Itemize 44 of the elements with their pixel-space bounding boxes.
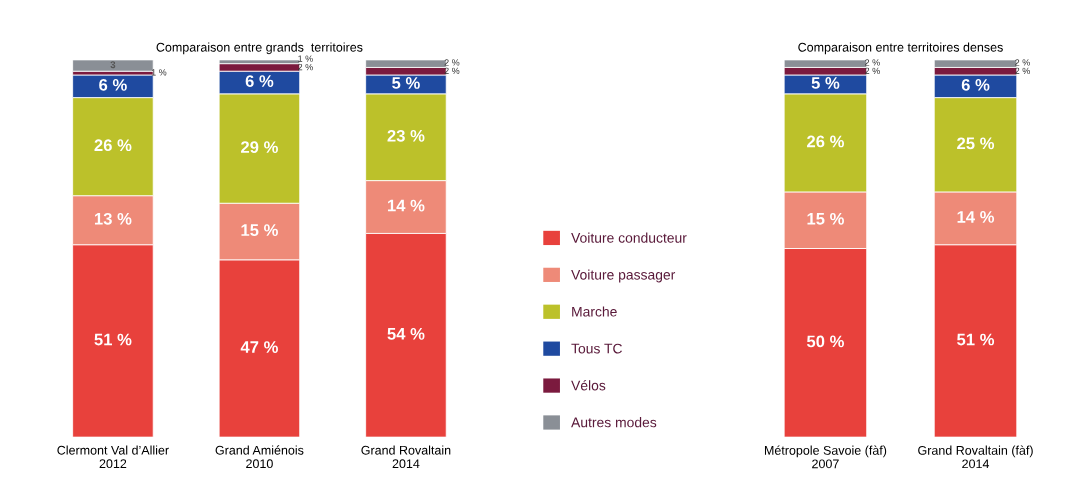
legend-label: Marche xyxy=(572,306,617,317)
legend-label: Autres modes xyxy=(571,417,657,428)
data-label: 13 % xyxy=(94,212,132,225)
x-tick-label: Grand Rovaltain (fàf) 2014 xyxy=(918,445,1033,469)
data-label: 6 % xyxy=(99,78,127,91)
data-label: 29 % xyxy=(241,141,278,154)
data-label: 2 % xyxy=(865,67,880,75)
x-tick-label: Clermont Val d’Allier 2012 xyxy=(57,445,169,469)
data-label: 6 % xyxy=(961,78,990,91)
data-label: 51 % xyxy=(957,333,995,346)
chart-title: Comparaison entre grands territoires xyxy=(156,42,363,55)
legend-label: Voiture passager xyxy=(571,269,676,283)
data-label: 14 % xyxy=(387,199,425,212)
x-tick-label: Grand Rovaltain 2014 xyxy=(361,445,451,469)
bar xyxy=(72,59,154,72)
data-label: 2 % xyxy=(444,59,460,66)
x-tick-label: Métropole Savoie (fàf) 2007 xyxy=(764,445,887,469)
data-label: 15 % xyxy=(807,212,844,225)
data-label: 1 % xyxy=(151,69,167,76)
data-label: 1 % xyxy=(298,55,313,62)
data-label: 2 % xyxy=(865,59,880,66)
chart-title: Comparaison entre territoires denses xyxy=(798,42,1003,55)
data-label: 25 % xyxy=(957,137,995,150)
data-label: 5 % xyxy=(811,77,840,89)
data-label: 2 % xyxy=(1015,59,1030,66)
data-label: 51 % xyxy=(94,333,132,346)
x-tick-label: Grand Amiénois 2010 xyxy=(215,445,304,469)
data-label: 2 % xyxy=(298,63,313,71)
data-label: 6 % xyxy=(245,75,274,87)
data-label: 2 % xyxy=(444,67,460,75)
data-label: 5 % xyxy=(392,77,420,89)
data-label: 3 xyxy=(110,61,116,69)
data-label: 26 % xyxy=(94,139,132,152)
legend-label: Voiture conducteur xyxy=(571,232,687,243)
data-label: 23 % xyxy=(387,129,425,142)
data-label: 26 % xyxy=(807,135,844,148)
data-label: 50 % xyxy=(806,335,844,348)
data-label: 2 % xyxy=(1015,67,1030,75)
legend-label: Vélos xyxy=(571,380,606,391)
legend-label: Tous TC xyxy=(571,343,622,354)
data-label: 15 % xyxy=(241,224,278,236)
data-label: 14 % xyxy=(957,211,995,223)
data-label: 47 % xyxy=(240,341,278,353)
data-label: 54 % xyxy=(387,327,425,340)
